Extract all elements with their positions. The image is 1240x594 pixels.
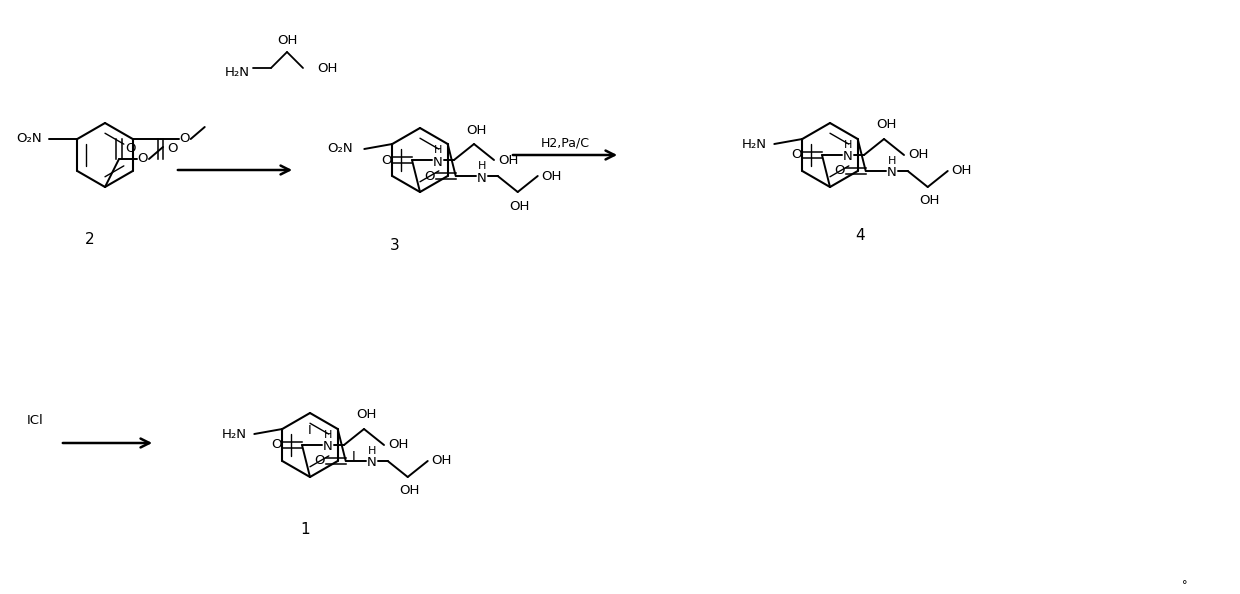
Text: OH: OH bbox=[317, 62, 337, 74]
Text: OH: OH bbox=[510, 200, 529, 213]
Text: H₂N: H₂N bbox=[224, 67, 250, 80]
Text: O₂N: O₂N bbox=[327, 143, 353, 156]
Text: H2,Pa/C: H2,Pa/C bbox=[541, 137, 589, 150]
Text: O: O bbox=[835, 165, 844, 178]
Text: N: N bbox=[887, 166, 897, 179]
Text: H: H bbox=[324, 430, 332, 440]
Text: H: H bbox=[477, 161, 486, 171]
Text: OH: OH bbox=[466, 124, 486, 137]
Text: OH: OH bbox=[908, 148, 929, 162]
Text: OH: OH bbox=[388, 438, 408, 451]
Text: N: N bbox=[367, 457, 377, 469]
Text: 3: 3 bbox=[391, 238, 399, 252]
Text: OH: OH bbox=[875, 118, 897, 131]
Text: ICl: ICl bbox=[26, 413, 43, 426]
Text: O: O bbox=[167, 143, 179, 156]
Text: O: O bbox=[381, 153, 392, 166]
Text: OH: OH bbox=[920, 194, 940, 207]
Text: OH: OH bbox=[277, 33, 298, 46]
Text: H₂N: H₂N bbox=[742, 137, 766, 150]
Text: H: H bbox=[843, 140, 852, 150]
Text: O: O bbox=[315, 454, 325, 467]
Text: I: I bbox=[352, 450, 356, 463]
Text: OH: OH bbox=[542, 169, 562, 182]
Text: O: O bbox=[180, 132, 190, 146]
Text: O: O bbox=[270, 438, 281, 451]
Text: N: N bbox=[324, 441, 332, 453]
Text: OH: OH bbox=[432, 454, 451, 467]
Text: I: I bbox=[308, 425, 312, 438]
Text: OH: OH bbox=[497, 153, 518, 166]
Text: H: H bbox=[434, 145, 443, 155]
Text: N: N bbox=[477, 172, 486, 185]
Text: O: O bbox=[125, 143, 136, 156]
Text: 1: 1 bbox=[300, 523, 310, 538]
Text: O₂N: O₂N bbox=[16, 132, 42, 146]
Text: O: O bbox=[791, 148, 801, 162]
Text: H₂N: H₂N bbox=[222, 428, 247, 441]
Text: N: N bbox=[433, 156, 443, 169]
Text: OH: OH bbox=[951, 165, 972, 178]
Text: N: N bbox=[843, 150, 853, 163]
Text: H: H bbox=[888, 156, 897, 166]
Text: O: O bbox=[138, 153, 149, 166]
Text: O: O bbox=[424, 169, 435, 182]
Text: H: H bbox=[367, 446, 376, 456]
Text: OH: OH bbox=[399, 485, 420, 498]
Text: OH: OH bbox=[356, 409, 376, 422]
Text: °: ° bbox=[1182, 580, 1188, 590]
Text: 2: 2 bbox=[86, 232, 94, 248]
Text: 4: 4 bbox=[856, 228, 864, 242]
